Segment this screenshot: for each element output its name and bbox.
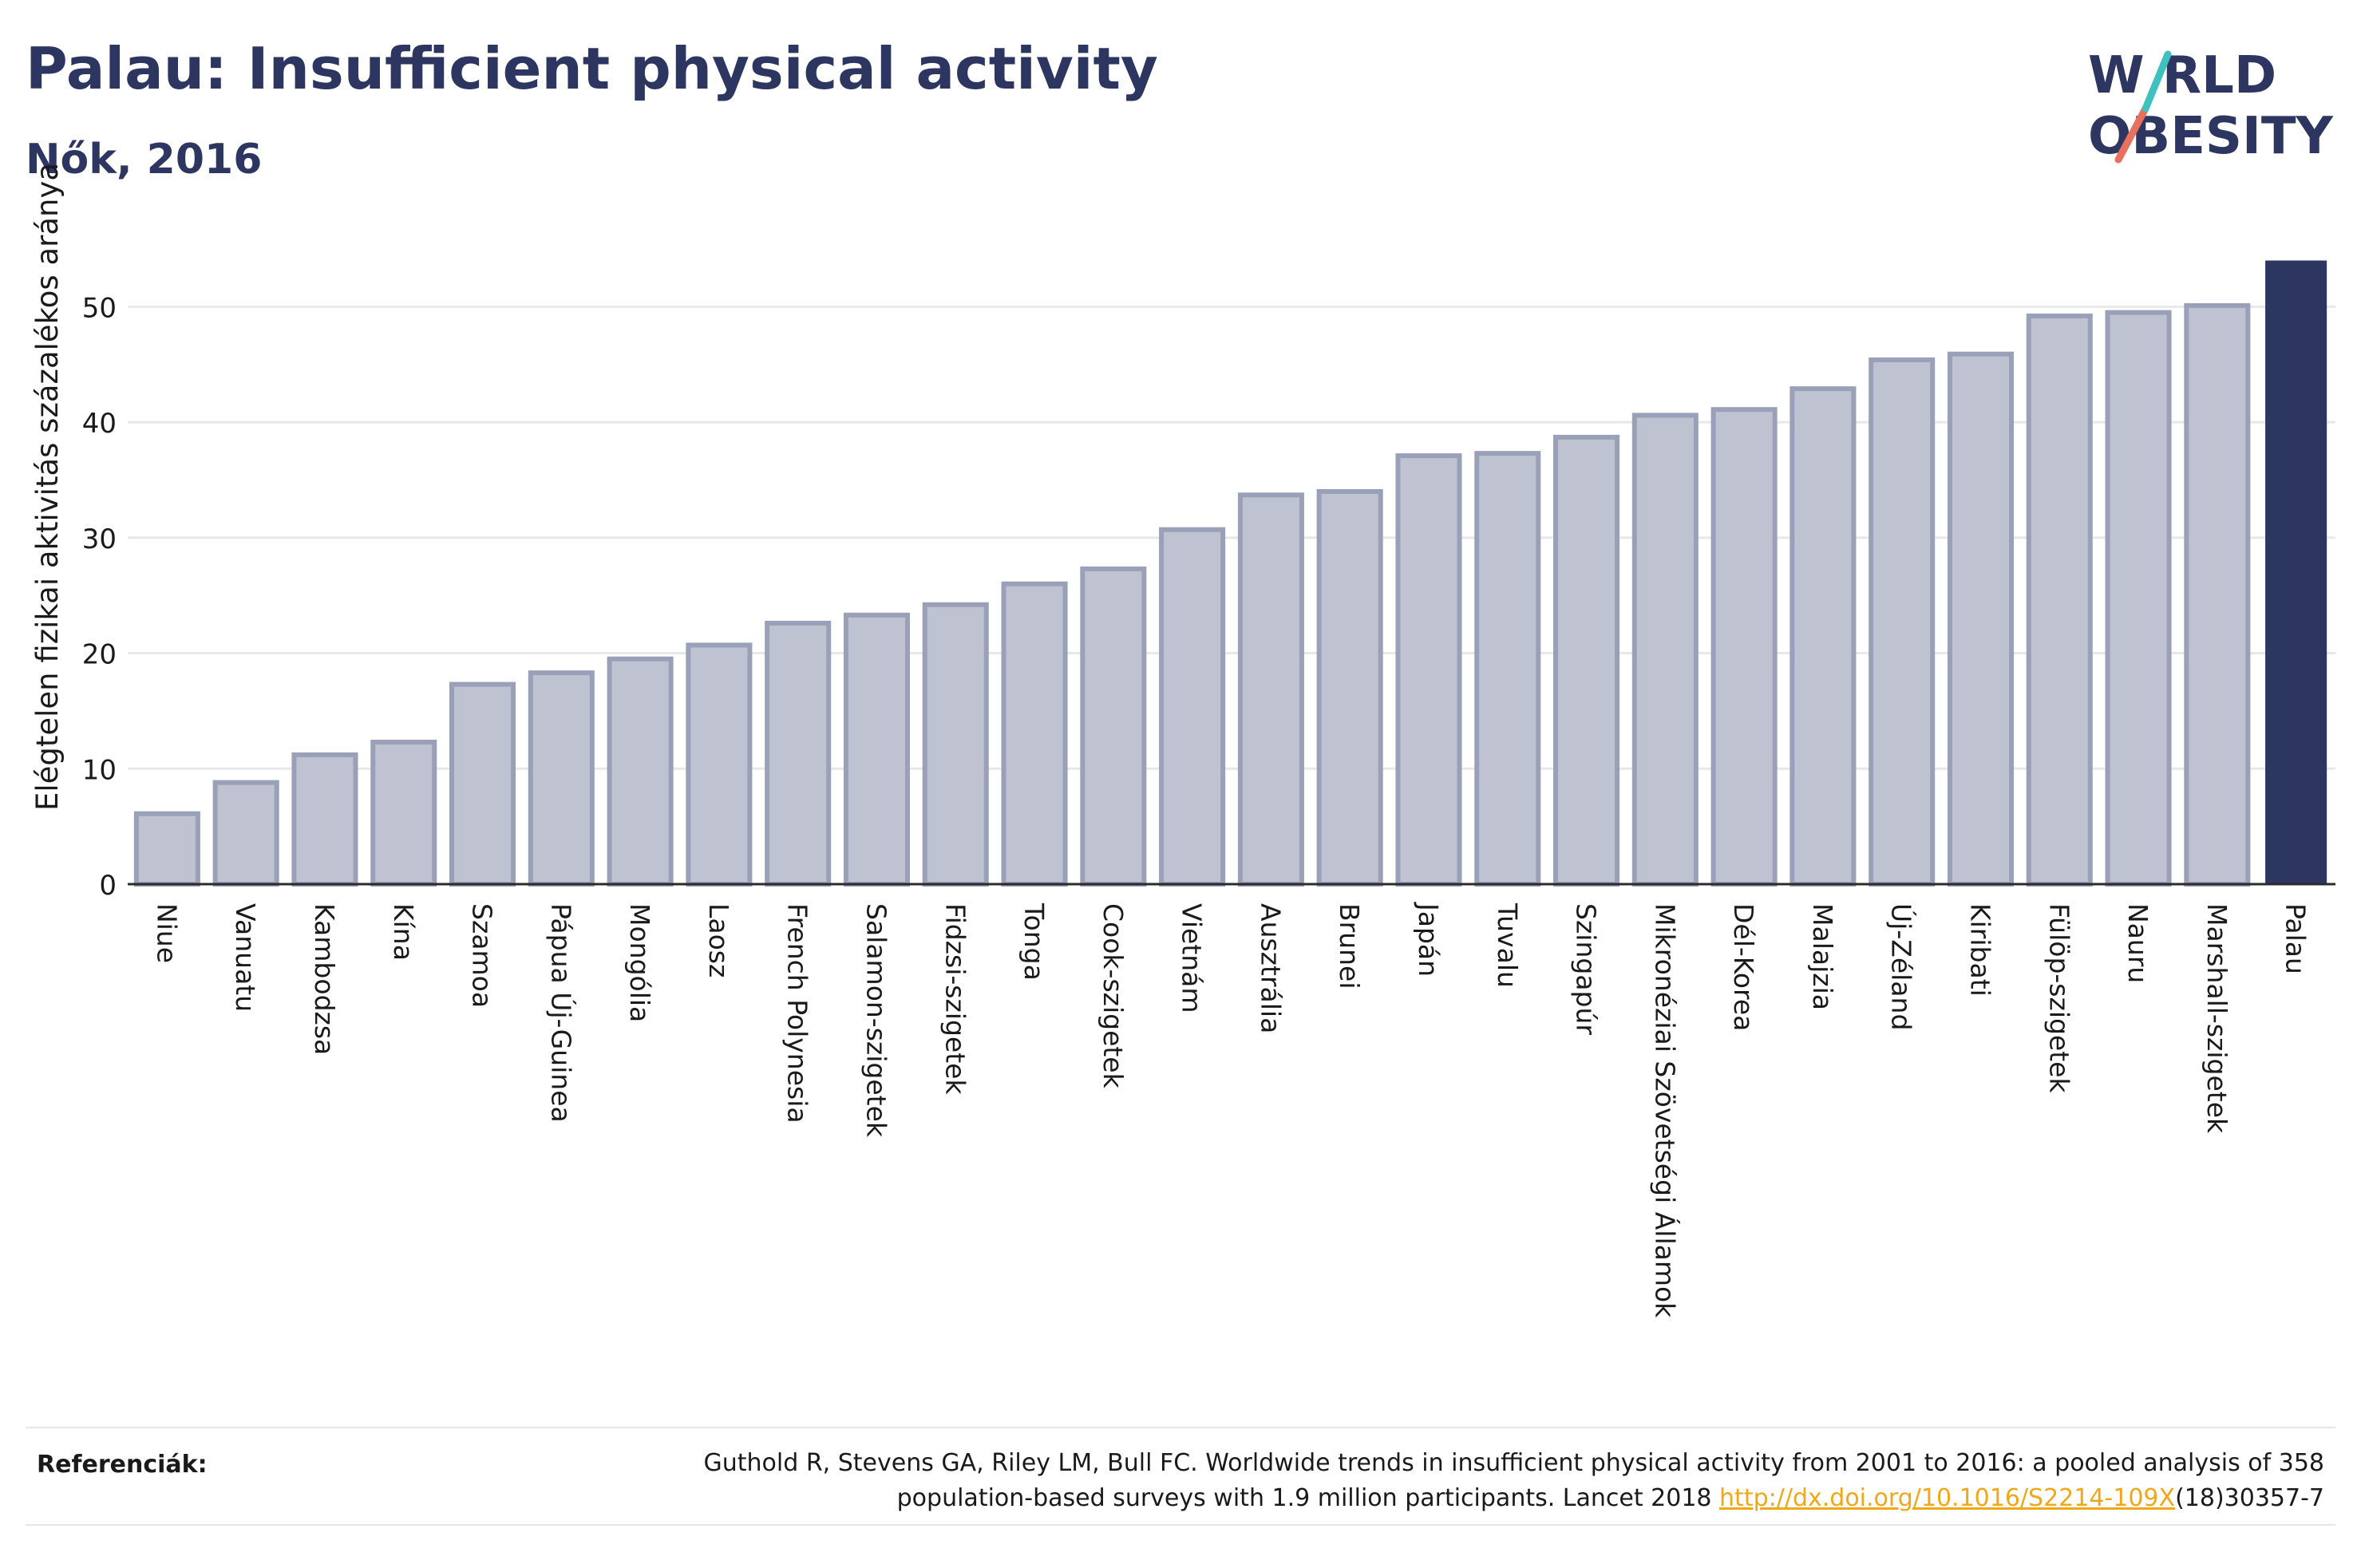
- bar: [133, 811, 200, 887]
- bar: [922, 602, 989, 887]
- bar: [2265, 260, 2327, 884]
- reference-citation: Guthold R, Stevens GA, Riley LM, Bull FC…: [703, 1449, 2324, 1512]
- x-tick-label: Nauru: [2122, 903, 2153, 983]
- y-tick-label: 50: [82, 292, 117, 324]
- y-axis-ticks: 0 10 20 30 40 50: [82, 292, 117, 902]
- x-tick-label: Kína: [388, 903, 419, 961]
- bar: [1790, 386, 1857, 887]
- bar: [370, 739, 437, 887]
- bar: [528, 670, 595, 887]
- bar: [2105, 310, 2172, 887]
- bar: [449, 681, 516, 887]
- bar: [1474, 451, 1541, 887]
- bar: [1159, 527, 1226, 887]
- y-tick-label: 10: [82, 754, 117, 786]
- bar: [2026, 313, 2093, 887]
- x-tick-label: Marshall-szigetek: [2201, 903, 2232, 1134]
- x-tick-label: Ausztrália: [1255, 903, 1286, 1033]
- bars: [133, 260, 2327, 887]
- x-tick-label: Szamoa: [467, 903, 498, 1008]
- bar: [2184, 302, 2251, 887]
- bar: [1631, 413, 1699, 887]
- x-tick-label: Mongólia: [624, 903, 655, 1022]
- bar: [1001, 581, 1068, 887]
- world-obesity-logo: W RLD OBESITY: [2088, 46, 2333, 166]
- bar: [1869, 357, 1936, 887]
- bar-chart: 0 10 20 30 40 50 Niue Vanuatu Kambodzsa Kína Szam…: [30, 163, 2335, 1318]
- y-tick-label: 0: [99, 870, 117, 902]
- x-tick-label: Fidzsi-szigetek: [939, 903, 971, 1095]
- references-top-rule: [26, 1427, 2335, 1428]
- logo-slash-teal: [2142, 50, 2172, 113]
- x-tick-label: Mikronéziai Szövetségi Államok: [1649, 903, 1681, 1318]
- x-tick-label: Vanuatu: [230, 903, 261, 1012]
- references-label: Referenciák:: [37, 1451, 208, 1479]
- y-tick-label: 40: [82, 408, 117, 440]
- x-tick-label: Tonga: [1018, 902, 1050, 981]
- bar: [686, 642, 753, 887]
- bar: [1080, 566, 1147, 887]
- x-tick-label: French Polynesia: [782, 903, 813, 1124]
- x-tick-label: Vietnám: [1177, 903, 1208, 1013]
- x-tick-label: Cook-szigetek: [1097, 903, 1129, 1089]
- x-tick-label: Kiribati: [1964, 903, 1995, 997]
- x-tick-label: Palau: [2280, 903, 2312, 974]
- bar: [607, 656, 674, 887]
- x-tick-label: Fülöp-szigetek: [2043, 903, 2074, 1093]
- bar: [1947, 351, 2014, 887]
- x-tick-label: Laosz: [703, 903, 734, 978]
- chart-subtitle: Nők, 2016: [26, 136, 263, 184]
- x-tick-label: Pápua Új-Guinea: [545, 903, 577, 1123]
- reference-link[interactable]: http://dx.doi.org/10.1016/S2214-109X: [1719, 1484, 2176, 1512]
- x-tick-label: Salamon-szigetek: [860, 903, 892, 1138]
- logo-line1: W RLD: [2088, 46, 2276, 105]
- x-axis-ticks: Niue Vanuatu Kambodzsa Kína Szamoa Pápua Új-G…: [151, 902, 2311, 1318]
- x-tick-label: Malajzia: [1807, 903, 1838, 1010]
- logo-slash-coral: [2114, 105, 2149, 164]
- bar: [212, 780, 279, 887]
- x-tick-label: Tuvalu: [1492, 902, 1523, 988]
- bar: [1553, 434, 1620, 887]
- x-tick-label: Szingapúr: [1571, 903, 1602, 1035]
- bar: [1237, 492, 1304, 887]
- y-tick-label: 30: [82, 523, 117, 555]
- x-tick-label: Japán: [1413, 902, 1444, 977]
- x-tick-label: Niue: [151, 903, 182, 963]
- bar: [1395, 453, 1462, 887]
- x-tick-label: Dél-Korea: [1728, 903, 1759, 1031]
- references-bottom-rule: [26, 1524, 2335, 1526]
- x-tick-label: Brunei: [1334, 903, 1365, 989]
- bar: [1710, 407, 1778, 887]
- x-tick-label: Új-Zéland: [1886, 903, 1918, 1030]
- bar: [843, 612, 910, 887]
- chart-title: Palau: Insufficient physical activity: [26, 35, 1158, 102]
- bar: [765, 620, 832, 887]
- references-text: Guthold R, Stevens GA, Riley LM, Bull FC…: [568, 1446, 2324, 1516]
- y-tick-label: 20: [82, 639, 117, 671]
- reference-suffix: (18)30357-7: [2175, 1484, 2324, 1512]
- bar: [291, 752, 358, 887]
- x-tick-label: Kambodzsa: [309, 903, 340, 1055]
- y-axis-label: Elégtelen fizikai aktivitás százalékos a…: [30, 163, 65, 811]
- bar: [1316, 488, 1383, 887]
